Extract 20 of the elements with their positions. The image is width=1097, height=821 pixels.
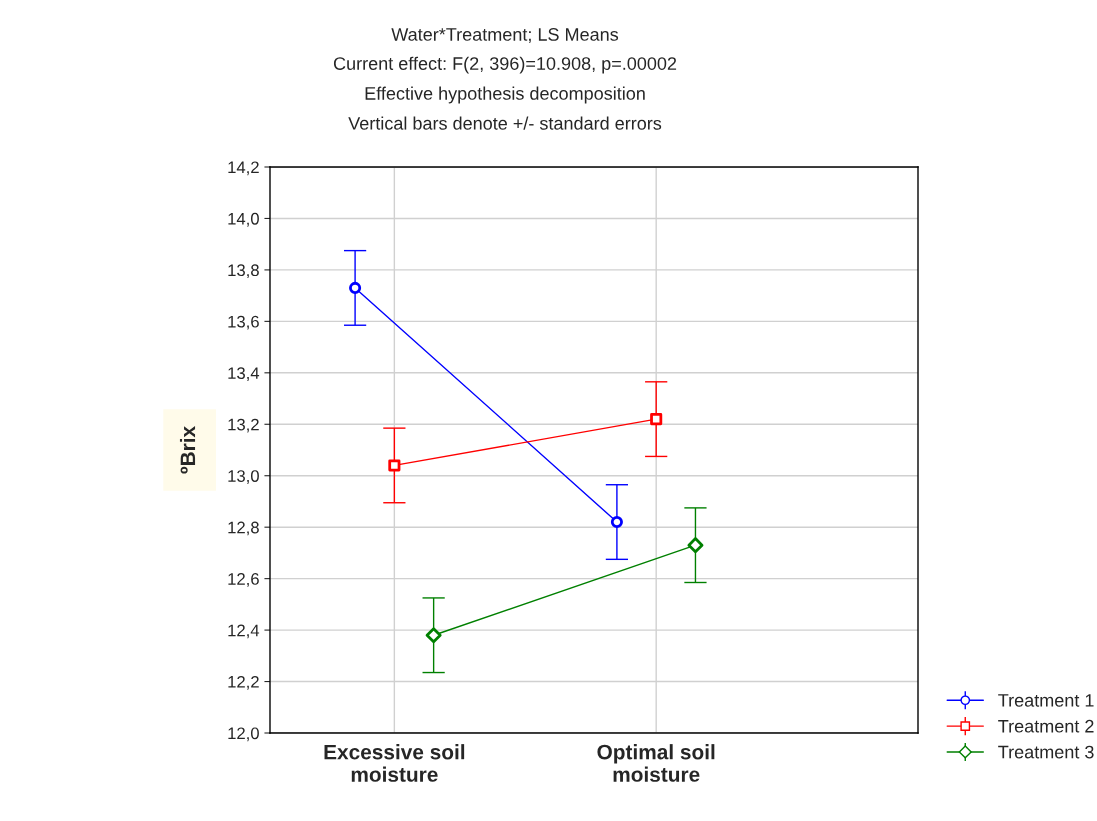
y-tick-label: 14,0 xyxy=(228,212,259,227)
y-tick-label: 13,8 xyxy=(228,264,259,279)
y-axis-title: ºBrix xyxy=(179,426,196,474)
chart-subtitle: Current effect: F(2, 396)=10.908, p=.00002 Effective hypothesis decomposition Vertical bars denote +/- standard errors xyxy=(333,56,677,130)
y-tick-label: 12,0 xyxy=(228,727,259,742)
legend-label: Treatment 1 xyxy=(998,694,1094,707)
chart-title: Water*Treatment; LS Means xyxy=(391,28,619,43)
x-tick-label: Excessive soil moisture xyxy=(324,744,465,782)
y-tick-label: 13,0 xyxy=(228,470,259,484)
y-tick-label: 13,2 xyxy=(228,418,259,433)
legend-label: Treatment 2 xyxy=(998,719,1094,733)
y-tick-label: 13,4 xyxy=(228,367,260,381)
x-tick-label: Optimal soil moisture xyxy=(597,744,715,782)
y-tick-label: 12,2 xyxy=(228,675,259,690)
y-tick-label: 12,8 xyxy=(228,521,259,536)
legend-label: Treatment 3 xyxy=(998,745,1094,759)
y-tick-label: 12,6 xyxy=(228,573,259,587)
y-tick-label: 14,2 xyxy=(228,161,259,176)
y-tick-label: 12,4 xyxy=(228,624,260,639)
y-tick-label: 13,6 xyxy=(228,315,259,330)
